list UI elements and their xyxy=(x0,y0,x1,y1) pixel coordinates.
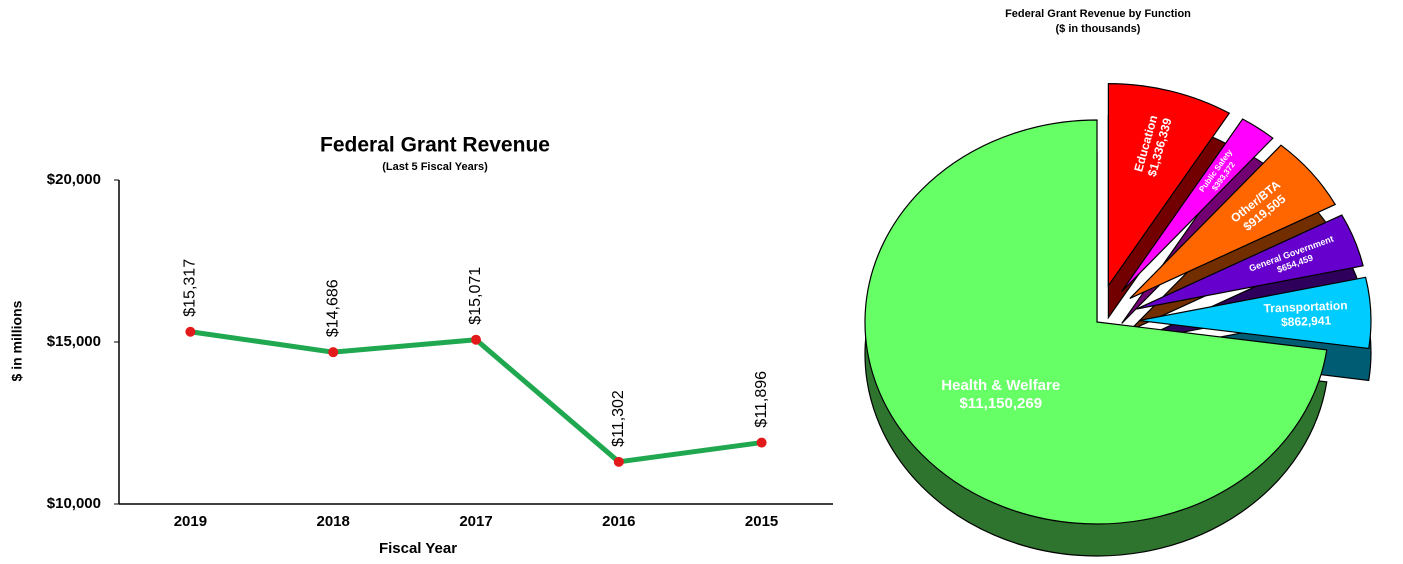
y-tick-label: $15,000 xyxy=(47,333,101,350)
line-title: Federal Grant Revenue xyxy=(320,134,550,157)
x-tick-label: 2017 xyxy=(459,513,492,530)
marker xyxy=(185,326,196,337)
y-tick-label: $10,000 xyxy=(47,495,101,512)
x-tick-label: 2018 xyxy=(317,513,350,530)
slice xyxy=(1136,214,1364,310)
slice xyxy=(1121,118,1274,292)
value-label: $15,071 xyxy=(467,267,484,325)
y-tick-label: $20,000 xyxy=(47,171,101,188)
pie-title: Federal Grant Revenue by Function xyxy=(1005,8,1191,20)
slice-label: Health & Welfare xyxy=(941,377,1060,394)
slice xyxy=(1129,144,1337,299)
value-label: $11,302 xyxy=(610,390,627,447)
marker xyxy=(613,456,624,467)
slice xyxy=(1107,83,1231,288)
y-axis-label: $ in millions xyxy=(9,300,25,381)
x-tick-label: 2016 xyxy=(602,513,635,530)
marker xyxy=(471,334,481,345)
x-tick-label: 2015 xyxy=(745,513,778,530)
slice-label: Transportation xyxy=(1263,298,1347,315)
value-label: $15,317 xyxy=(182,259,199,317)
value-label: $11,896 xyxy=(753,371,770,428)
x-axis-label: Fiscal Year xyxy=(379,540,457,557)
slice-value-label: $11,150,269 xyxy=(959,395,1042,412)
marker xyxy=(328,347,339,358)
slice xyxy=(1138,276,1372,350)
marker xyxy=(756,437,767,448)
slice xyxy=(864,119,1328,525)
slice-value-label: $862,941 xyxy=(1281,313,1332,329)
x-tick-label: 2019 xyxy=(174,513,207,530)
value-label: $14,686 xyxy=(324,279,341,337)
pie-subtitle: ($ in thousands) xyxy=(1056,23,1141,35)
line xyxy=(190,329,762,465)
line-subtitle: (Last 5 Fiscal Years) xyxy=(382,161,488,173)
